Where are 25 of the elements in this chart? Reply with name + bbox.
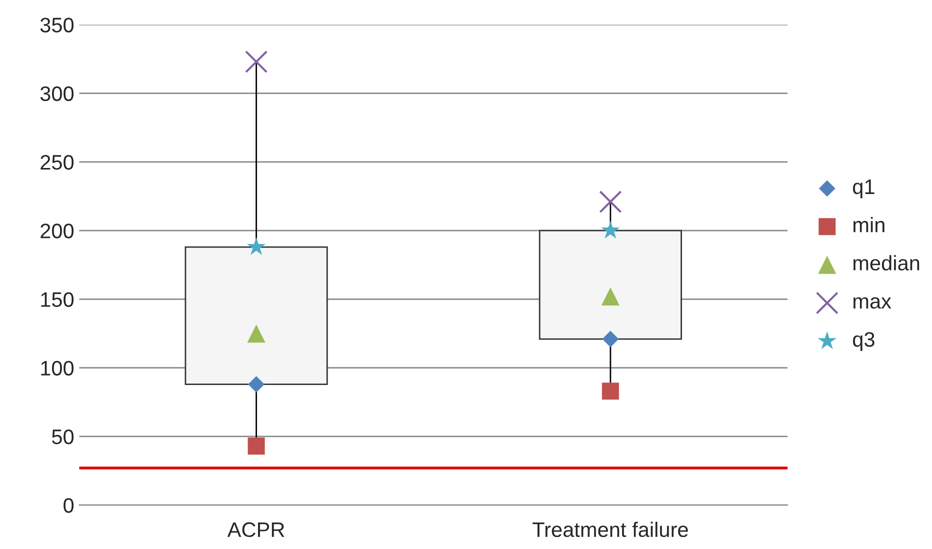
y-tick-label: 50	[52, 429, 74, 444]
point	[601, 287, 620, 306]
y-tick-label: 250	[40, 154, 74, 170]
x-tick-label: Treatment failure	[532, 522, 688, 538]
legend-label: q1	[853, 180, 874, 198]
point	[248, 376, 265, 393]
y-tick-label: 100	[41, 360, 74, 376]
legend-label: q3	[853, 332, 874, 351]
point	[599, 190, 622, 214]
y-tick-label: 300	[40, 86, 74, 102]
point	[602, 382, 619, 400]
point	[248, 438, 265, 455]
y-tick-label: 200	[40, 224, 74, 238]
y-tick-label: 0	[64, 498, 74, 513]
y-tick-label: 350	[40, 18, 74, 32]
point	[244, 50, 268, 74]
legend-label: min	[854, 217, 884, 232]
point	[601, 220, 620, 239]
legend-label: max	[854, 297, 892, 309]
x-tick-label: ACPR	[227, 522, 284, 538]
point	[602, 330, 619, 348]
point	[247, 324, 266, 343]
y-tick-label: 150	[41, 292, 74, 307]
point	[246, 237, 266, 255]
legend-label: median	[854, 255, 920, 270]
